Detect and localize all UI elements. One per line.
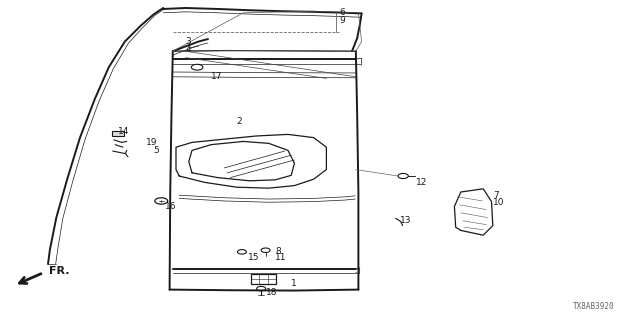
Text: 14: 14: [118, 127, 130, 136]
Text: 11: 11: [275, 253, 287, 262]
Text: 19: 19: [146, 138, 157, 147]
Text: 8: 8: [275, 247, 281, 256]
Text: 17: 17: [211, 72, 223, 81]
Text: 10: 10: [493, 198, 504, 207]
Text: 5: 5: [154, 146, 159, 155]
Text: 12: 12: [416, 178, 428, 187]
Text: 18: 18: [266, 288, 277, 297]
Text: 15: 15: [248, 253, 260, 262]
Text: 7: 7: [493, 191, 499, 200]
Text: 2: 2: [237, 117, 243, 126]
Text: TX8AB3920: TX8AB3920: [573, 302, 614, 311]
Text: 9: 9: [339, 16, 345, 25]
FancyBboxPatch shape: [112, 131, 124, 136]
Text: 4: 4: [186, 45, 191, 54]
Text: 1: 1: [291, 279, 297, 288]
Text: 13: 13: [400, 216, 412, 225]
Text: 16: 16: [165, 202, 177, 211]
Text: FR.: FR.: [49, 266, 69, 276]
Text: 3: 3: [186, 37, 191, 46]
Text: 6: 6: [339, 8, 345, 17]
